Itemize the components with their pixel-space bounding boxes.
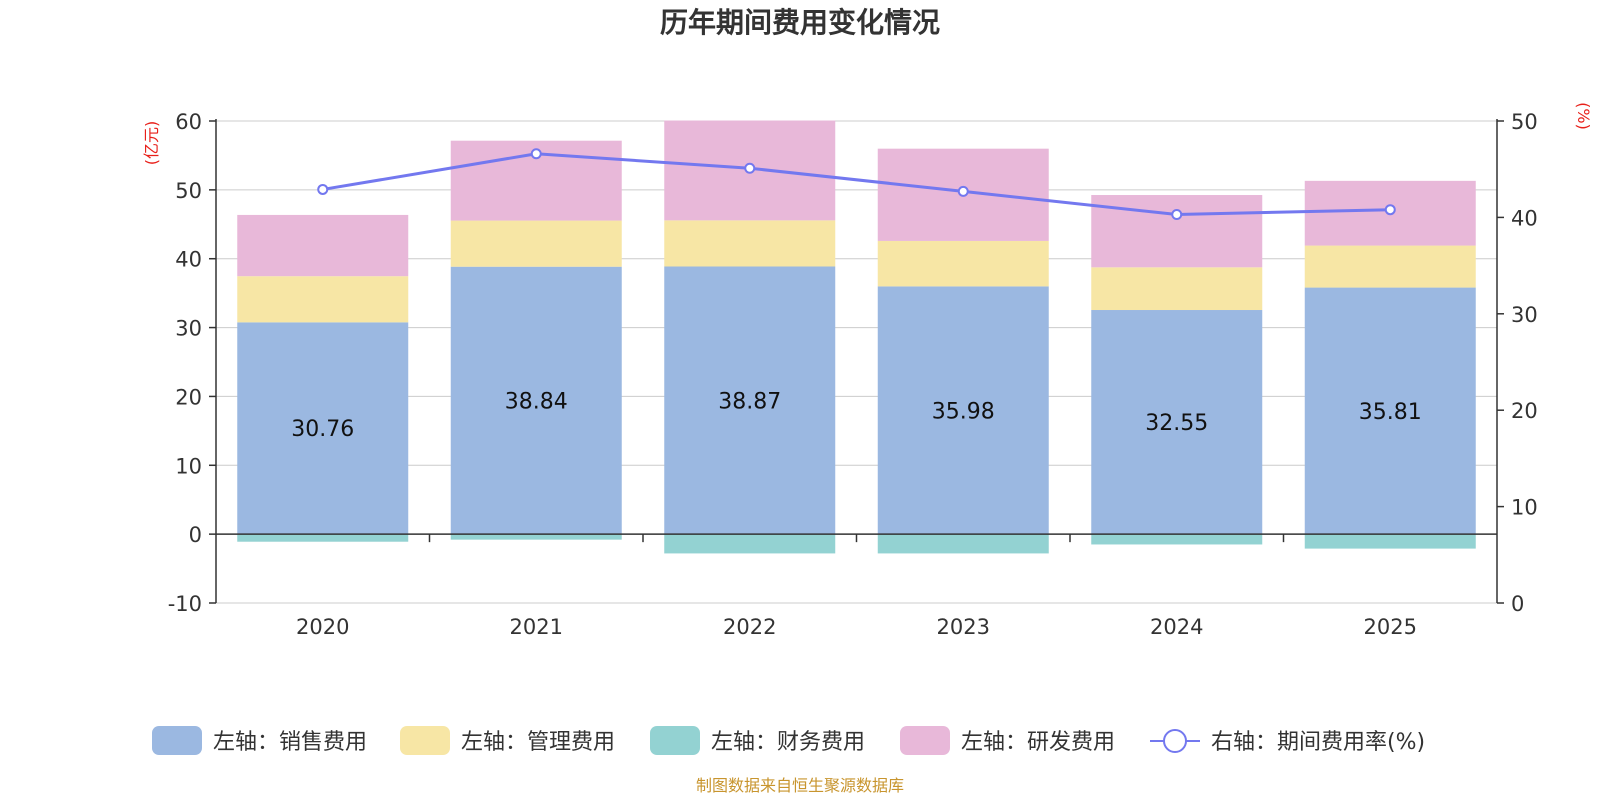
x-axis-tick-label: 2023 xyxy=(937,615,990,639)
expense-rate-point xyxy=(1171,209,1183,221)
bar-value-label: 38.87 xyxy=(718,389,781,414)
left-axis-tick-label: 20 xyxy=(175,385,202,409)
bar-segment-3 xyxy=(450,534,622,540)
legend-label-4: 左轴：研发费用 xyxy=(961,730,1115,755)
data-source-note: 制图数据来自恒生聚源数据库 xyxy=(696,776,904,795)
bar-segment-3 xyxy=(877,534,1049,554)
right-axis-tick-label: 20 xyxy=(1511,399,1538,423)
chart-title: 历年期间费用变化情况 xyxy=(660,6,940,39)
bar-segment-2 xyxy=(1304,245,1476,288)
bar-segment-2 xyxy=(237,276,409,323)
right-axis-tick-label: 10 xyxy=(1511,496,1538,520)
expense-rate-line-path xyxy=(322,152,1391,217)
axes: 60 50 40 30 20 10 0 -10 50 40 30 20 10 0 2020 2021 2022 2… xyxy=(168,110,1538,639)
left-axis-tick-label: 0 xyxy=(189,523,202,547)
expense-rate-point xyxy=(744,162,756,174)
bar-segment-4 xyxy=(237,214,409,277)
x-axis-tick-label: 2024 xyxy=(1150,615,1203,639)
expense-rate-point xyxy=(957,185,969,197)
legend-line-marker xyxy=(1163,729,1187,753)
bar-segment-3 xyxy=(237,534,409,542)
bar-value-label: 35.98 xyxy=(932,399,995,424)
bar-segment-1 xyxy=(1091,310,1263,535)
bar-value-label: 30.76 xyxy=(291,417,354,442)
legend-label-3: 左轴：财务费用 xyxy=(711,730,865,755)
bar-segment-2 xyxy=(877,240,1049,287)
right-axis-tick-label: 50 xyxy=(1511,110,1538,134)
bar-segment-1 xyxy=(450,266,622,535)
bar-segment-3 xyxy=(1091,534,1263,545)
x-axis-tick-label: 2025 xyxy=(1364,615,1417,639)
bar-segment-2 xyxy=(664,220,836,267)
left-axis-tick-label: -10 xyxy=(168,592,202,616)
left-axis-unit: (亿元) xyxy=(142,121,161,166)
bar-segment-3 xyxy=(1304,534,1476,549)
expense-rate-point xyxy=(1384,204,1396,216)
legend-label-5: 右轴：期间费用率(%) xyxy=(1211,730,1425,755)
legend-swatch-2 xyxy=(400,726,450,755)
legend-label-1: 左轴：销售费用 xyxy=(213,730,367,755)
left-axis-tick-label: 40 xyxy=(175,248,202,272)
x-axis-tick-label: 2021 xyxy=(510,615,563,639)
left-axis-tick-label: 10 xyxy=(175,454,202,478)
bar-segment-4 xyxy=(1091,195,1263,268)
bar-segment-3 xyxy=(664,534,836,554)
right-axis-tick-label: 30 xyxy=(1511,303,1538,327)
left-axis-tick-label: 50 xyxy=(175,179,202,203)
left-axis-tick-label: 30 xyxy=(175,317,202,341)
bar-value-label: 35.81 xyxy=(1359,400,1422,425)
bar-value-label: 38.84 xyxy=(505,389,568,414)
bar-segment-1 xyxy=(237,322,409,535)
right-axis-unit: (%) xyxy=(1574,102,1593,130)
x-axis-tick-label: 2022 xyxy=(723,615,776,639)
legend: 左轴：销售费用 左轴：管理费用 左轴：财务费用 左轴：研发费用 右轴：期间费用率(%) xyxy=(152,726,1425,755)
legend-swatch-1 xyxy=(152,726,202,755)
bar-segment-1 xyxy=(664,266,836,535)
left-axis-tick-label: 60 xyxy=(175,110,202,134)
legend-swatch-3 xyxy=(650,726,700,755)
gridlines xyxy=(216,120,1497,604)
legend-swatch-4 xyxy=(900,726,950,755)
bars xyxy=(237,120,1476,554)
bar-segment-2 xyxy=(450,220,622,267)
right-axis-tick-label: 0 xyxy=(1511,592,1524,616)
bar-segment-2 xyxy=(1091,267,1263,311)
expense-rate-point xyxy=(317,183,329,195)
expense-rate-line xyxy=(317,148,1396,221)
bar-segment-1 xyxy=(877,286,1049,535)
data-labels: 30.76 38.84 38.87 35.98 32.55 35.81 xyxy=(291,389,1421,442)
bar-value-label: 32.55 xyxy=(1145,411,1208,436)
bar-segment-1 xyxy=(1304,287,1476,535)
expense-rate-point xyxy=(530,148,542,160)
legend-label-2: 左轴：管理费用 xyxy=(461,730,615,755)
x-axis-tick-label: 2020 xyxy=(296,615,349,639)
right-axis-tick-label: 40 xyxy=(1511,206,1538,230)
